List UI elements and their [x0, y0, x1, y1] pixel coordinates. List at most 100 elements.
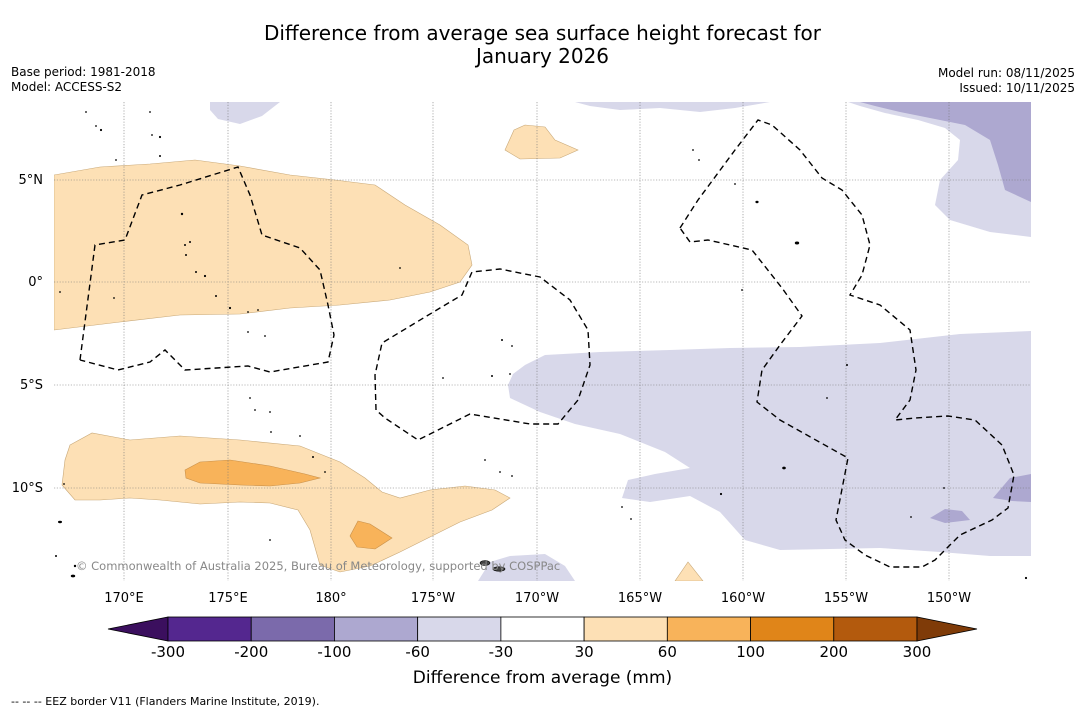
island: [630, 518, 632, 520]
island: [55, 555, 57, 557]
island: [270, 431, 272, 433]
lat-label: 10°S: [12, 481, 43, 496]
island: [185, 254, 187, 256]
anomaly-region-north-center-warm: [504, 124, 579, 160]
colorbar-segment: [833, 616, 918, 642]
island: [399, 267, 401, 269]
lon-label: 155°W: [824, 591, 868, 606]
island: [228, 306, 232, 310]
eez-borders: [79, 119, 1015, 568]
island: [621, 506, 623, 508]
island: [511, 345, 513, 347]
island: [159, 155, 161, 157]
anomaly-region-bottom: [478, 554, 575, 581]
island: [149, 111, 151, 113]
island: [1024, 576, 1028, 580]
island: [249, 397, 251, 399]
meta-left: Base period: 1981-2018 Model: ACCESS-S2: [11, 65, 156, 94]
lat-label: 0°: [28, 275, 43, 290]
island: [195, 271, 197, 273]
colorbar-tick-label: 100: [736, 643, 765, 661]
issued-date: Issued: 10/11/2025: [959, 80, 1075, 95]
anomaly-region-south-west-warm: [61, 432, 511, 573]
island: [151, 134, 153, 136]
island: [99, 128, 103, 132]
base-period: Base period: 1981-2018: [11, 65, 156, 79]
colorbar-segment: [750, 616, 835, 642]
colorbar-segment: [583, 616, 668, 642]
island: [247, 331, 249, 333]
island: [158, 135, 162, 139]
graticule: [54, 102, 1031, 581]
eez-border-kiribati-gilbert: [79, 166, 335, 373]
island: [846, 364, 848, 366]
anomaly-region-north-west: [210, 102, 280, 124]
island: [499, 471, 501, 473]
island: [312, 456, 314, 458]
colorbar-tick-label: -200: [234, 643, 269, 661]
model-name: Model: ACCESS-S2: [11, 79, 123, 94]
island: [203, 274, 207, 278]
lon-label: 165°W: [618, 591, 662, 606]
colorbar-tick-label: -300: [150, 643, 186, 661]
island: [734, 183, 736, 185]
colorbar-segment: [167, 616, 252, 642]
lon-label: 170°W: [515, 591, 559, 606]
title-line-2: January 2026: [475, 44, 610, 68]
anomaly-region-north-top: [575, 102, 770, 112]
anomaly-region-north-east-core: [860, 102, 1031, 202]
island: [58, 520, 62, 524]
colorbar-segment: [334, 616, 419, 642]
colorbar-segment: [250, 616, 335, 642]
island: [943, 487, 945, 489]
colorbar-tick-label: -100: [317, 643, 352, 661]
lon-label: 175°E: [208, 591, 248, 606]
anomaly-region-south-center-warm: [674, 561, 704, 581]
meta-right: Model run: 08/11/2025 Issued: 10/11/2025: [938, 66, 1075, 95]
lon-label: 170°E: [104, 591, 144, 606]
island: [184, 244, 186, 246]
chart-title: Difference from average sea surface heig…: [0, 22, 1085, 68]
colorbar-segment: [666, 616, 751, 642]
island: [484, 459, 486, 461]
island: [180, 212, 184, 216]
island: [491, 375, 493, 377]
islands: [55, 111, 1028, 580]
colorbar-tick-label: 200: [819, 643, 849, 661]
island: [63, 483, 65, 485]
island: [698, 159, 700, 161]
island: [479, 560, 491, 566]
island: [254, 409, 256, 411]
island: [501, 339, 503, 341]
island: [59, 291, 61, 293]
island: [826, 397, 828, 399]
island: [442, 377, 444, 379]
colorbar-over-arrow: [916, 616, 978, 642]
island: [719, 492, 723, 496]
copyright-text: © Commonwealth of Australia 2025, Bureau…: [76, 559, 560, 573]
lat-label: 5°N: [19, 173, 44, 188]
island: [324, 471, 326, 473]
island: [264, 335, 266, 337]
island: [257, 309, 259, 311]
island: [511, 475, 513, 477]
island: [269, 539, 271, 541]
island: [85, 111, 87, 113]
island: [95, 125, 97, 127]
anomaly-region-south-east-core-2: [930, 509, 970, 523]
island: [782, 466, 786, 470]
model-run: Model run: 08/11/2025: [937, 66, 1075, 80]
island: [794, 241, 800, 245]
island: [70, 574, 76, 578]
island: [492, 566, 506, 572]
colorbar-tick-label: 300: [902, 643, 932, 661]
map-area: © Commonwealth of Australia 2025, Bureau…: [54, 102, 1031, 581]
colorbar-tick-label: -60: [405, 643, 430, 661]
eez-footnote: -- -- -- EEZ border V11 (Flanders Marine…: [11, 695, 320, 708]
colorbar-title: Difference from average (mm): [412, 668, 673, 688]
colorbar-tick-label: 30: [574, 643, 594, 661]
island: [509, 373, 511, 375]
island: [189, 241, 191, 243]
colorbar: [107, 616, 978, 642]
